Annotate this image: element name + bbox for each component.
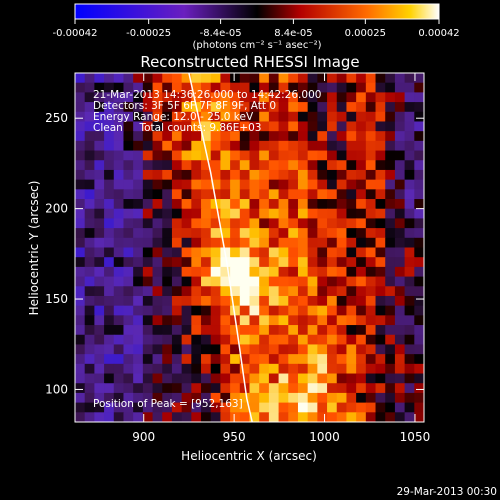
- x-tick-label: 950: [223, 430, 246, 444]
- heatmap-image: [75, 73, 424, 422]
- colorbar-tick-label: 0.00025: [345, 28, 386, 39]
- info-line-time: 21-Mar-2013 14:36:26.000 to 14:42:26.000: [93, 89, 321, 101]
- colorbar-tick-label: -8.4e-05: [200, 28, 242, 39]
- x-axis-ticks: 900 950 1000 1050: [132, 73, 430, 444]
- info-line-detectors: Detectors: 3F 5F 6F 7F 8F 9F, Att 0: [93, 100, 276, 112]
- y-axis-label: Heliocentric Y (arcsec): [27, 181, 41, 316]
- colorbar-tick-label: -0.00042: [53, 28, 98, 39]
- plot-frame: [74, 72, 425, 423]
- x-tick-label: 900: [132, 430, 155, 444]
- x-tick-label: 1050: [400, 430, 431, 444]
- y-tick-label: 100: [45, 382, 68, 396]
- peak-position-label: Position of Peak = [952,163]: [93, 398, 243, 410]
- chart-title: Reconstructed RHESSI Image: [140, 53, 359, 71]
- y-tick-label: 200: [45, 202, 68, 216]
- colorbar: [74, 3, 440, 20]
- info-line-counts: Clean Total counts: 9.86E+03: [93, 122, 262, 134]
- info-line-energy: Energy Range: 12.0 - 25.0 keV: [93, 111, 254, 123]
- y-tick-label: 150: [45, 292, 68, 306]
- colorbar-tick-label: 8.4e-05: [274, 28, 312, 39]
- colorbar-ticks: -0.00042 -0.00025 -8.4e-05 8.4e-05 0.00025 0.…: [53, 19, 460, 39]
- x-axis-label: Heliocentric X (arcsec): [181, 449, 317, 463]
- y-axis-ticks: 100 150 200 250: [45, 111, 424, 396]
- colorbar-tick-label: 0.00042: [418, 28, 459, 39]
- footer-date: 29-Mar-2013 00:30: [397, 486, 497, 498]
- colorbar-units: (photons cm⁻² s⁻¹ asec⁻²): [192, 40, 321, 51]
- x-tick-label: 1000: [309, 430, 340, 444]
- colorbar-tick-label: -0.00025: [126, 28, 171, 39]
- solar-limb-line: [188, 73, 253, 422]
- y-tick-label: 250: [45, 111, 68, 125]
